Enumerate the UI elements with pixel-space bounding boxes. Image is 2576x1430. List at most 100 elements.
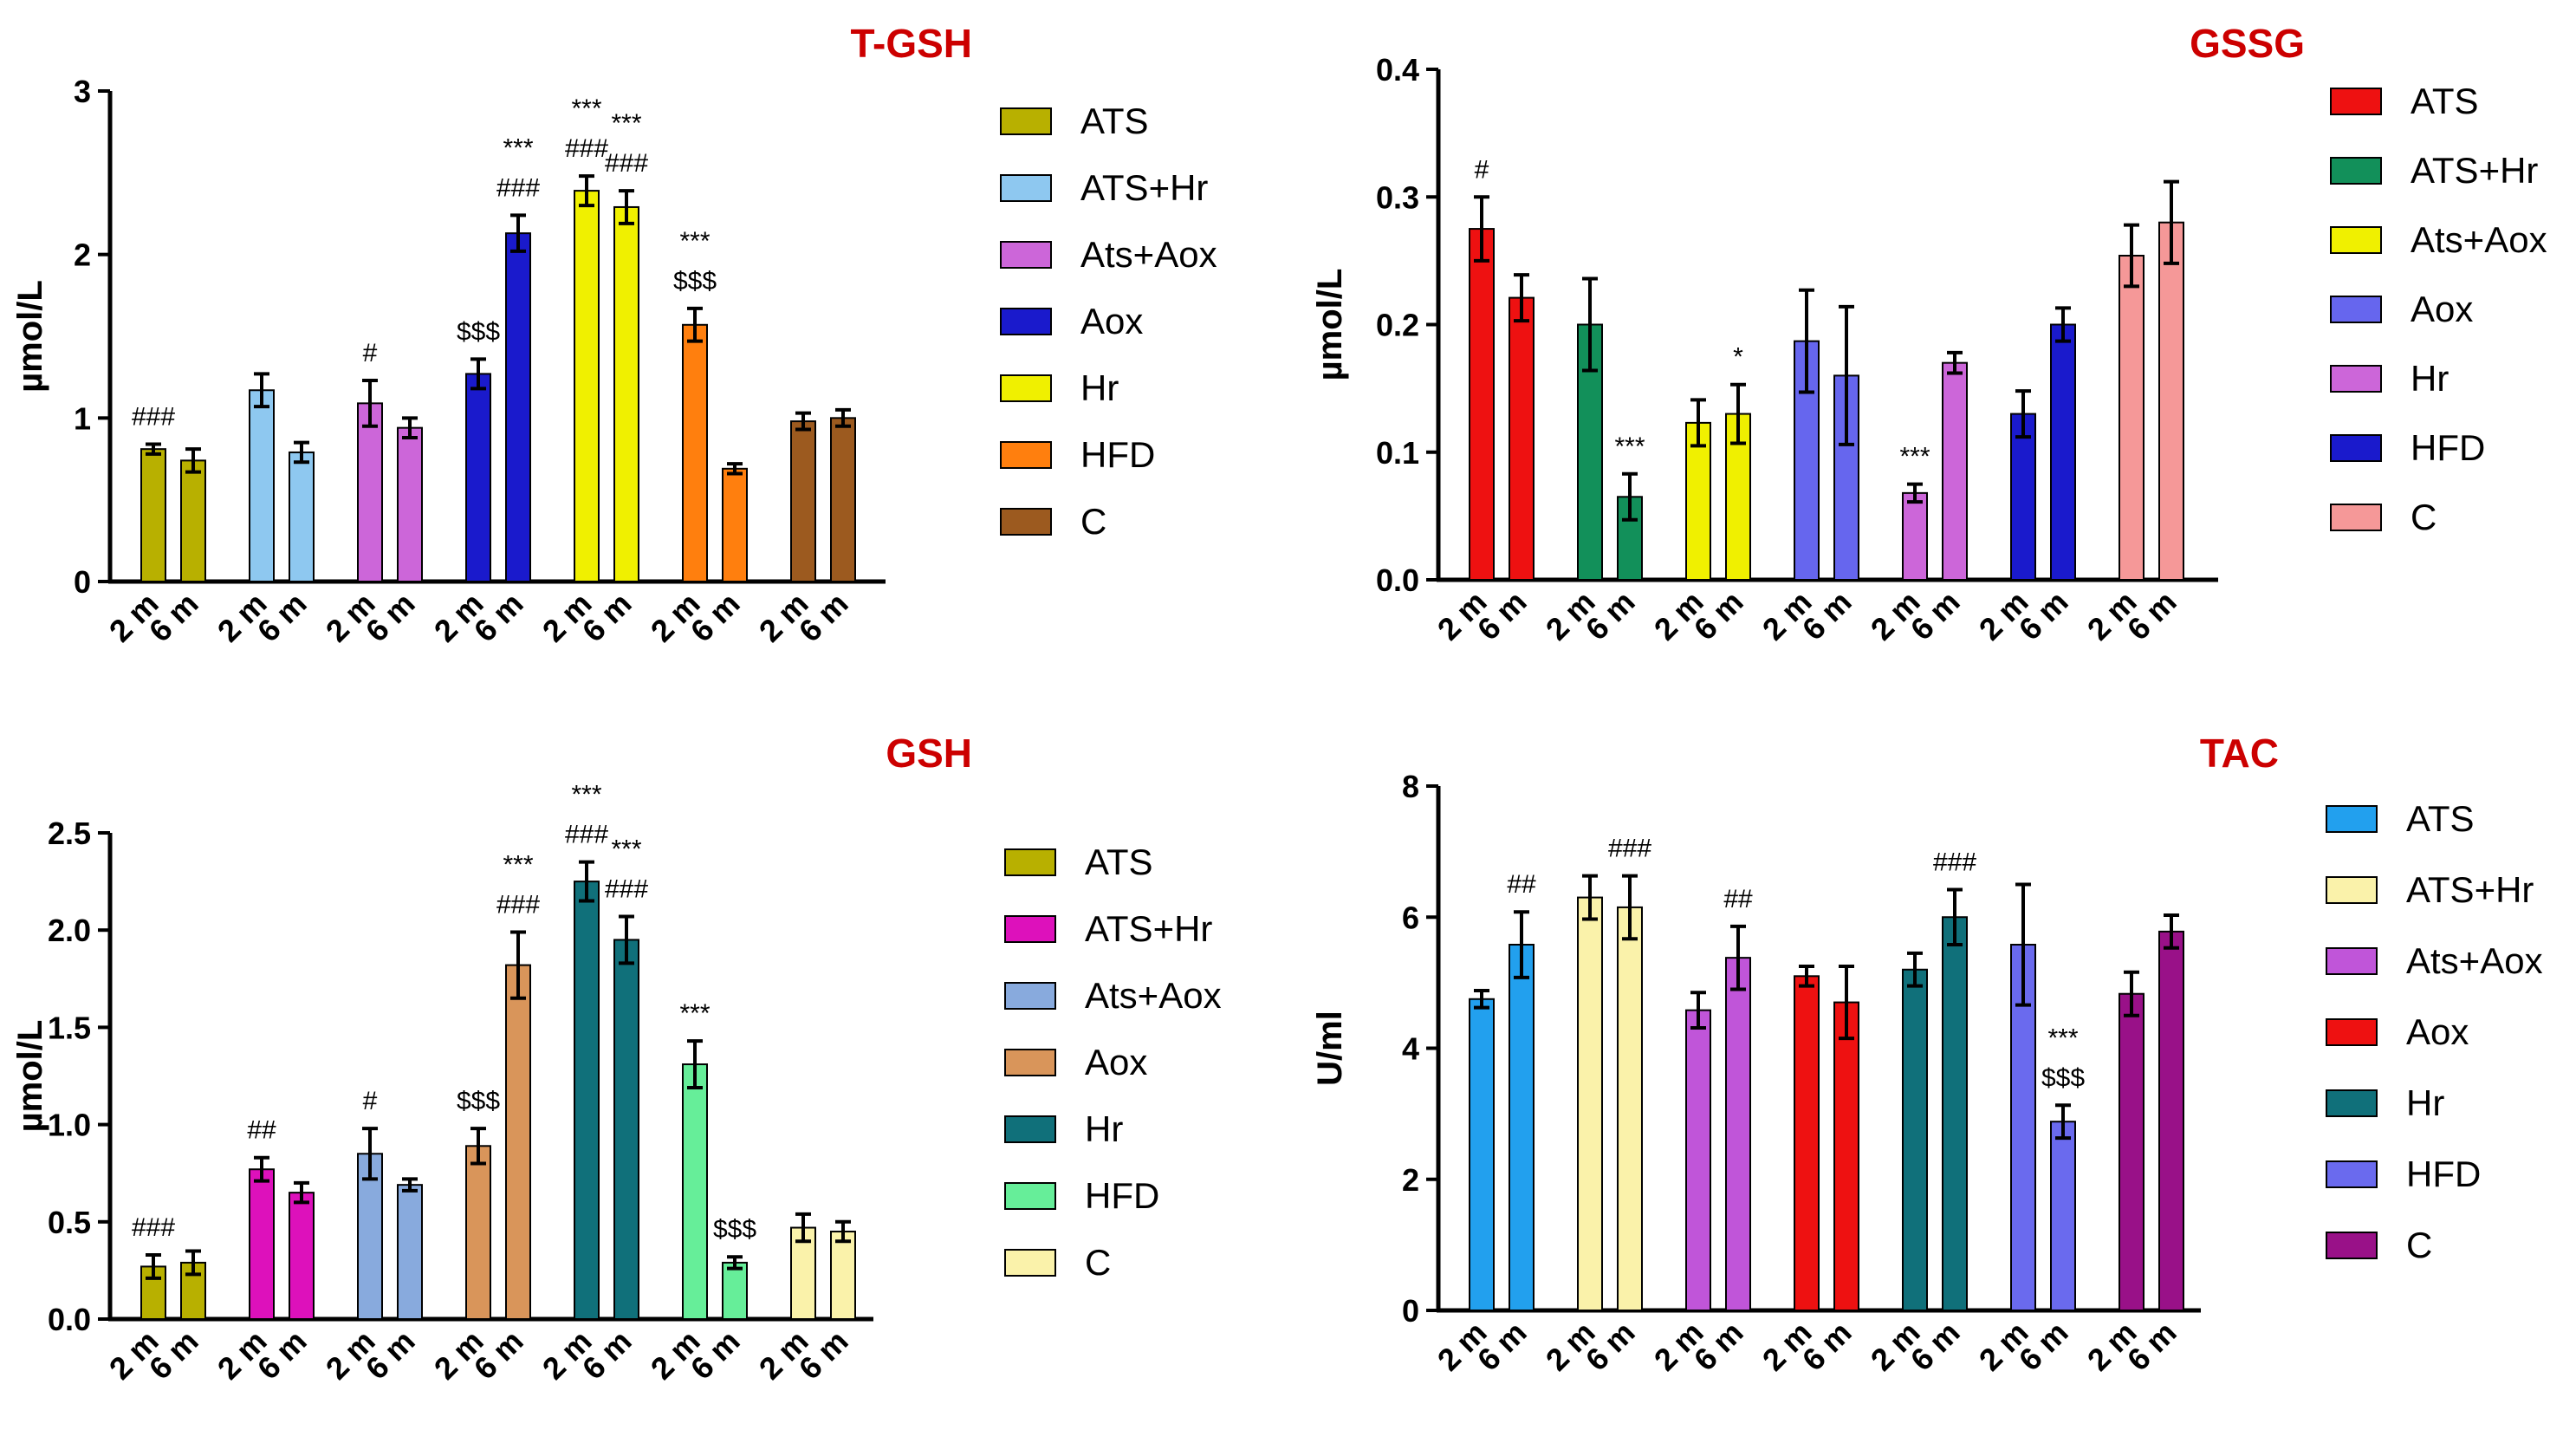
- bar: [613, 939, 639, 1321]
- x-tick-label: 6 m: [684, 586, 747, 649]
- bar: [2050, 323, 2076, 581]
- legend-label: C: [1085, 1242, 1111, 1283]
- bar: [2119, 992, 2145, 1311]
- legend-swatch: [2330, 88, 2382, 115]
- series-aox: $$$2 m###***6 m: [427, 850, 541, 1386]
- x-tick-label: 6 m: [142, 1323, 205, 1387]
- legend-item: C: [1000, 501, 1106, 542]
- x-tick-label: 6 m: [1470, 1315, 1534, 1378]
- legend-swatch: [2330, 296, 2382, 323]
- bar: [682, 323, 708, 582]
- x-tick-label: 6 m: [2120, 1315, 2183, 1378]
- legend-swatch: [1004, 1049, 1056, 1076]
- bar: [830, 1231, 856, 1321]
- bar: [1509, 296, 1535, 581]
- bar: [1942, 361, 1968, 581]
- series-ats-hr: 2 m###6 m: [1539, 835, 1652, 1378]
- y-tick-label: 2.0: [48, 913, 91, 948]
- y-tick-label: 4: [1402, 1031, 1419, 1067]
- significance-label: #: [363, 1087, 378, 1115]
- legend-label: Hr: [2411, 358, 2449, 399]
- significance-label: ***: [1614, 432, 1645, 461]
- y-tick-label: 6: [1402, 900, 1419, 935]
- significance-label: $$$: [457, 317, 500, 346]
- series-ats: ###2 m6 m: [102, 1213, 206, 1387]
- legend-label: C: [2411, 497, 2436, 537]
- legend-label: Hr: [2406, 1082, 2444, 1123]
- y-tick-label: 2: [74, 237, 91, 273]
- legend-item: HFD: [1000, 434, 1155, 475]
- legend-item: Hr: [1004, 1108, 1123, 1149]
- legend-label: C: [1080, 501, 1106, 542]
- x-tick-label: 6 m: [575, 1323, 639, 1387]
- series-aox: 2 m6 m: [1755, 964, 1859, 1378]
- significance-label: ###: [132, 403, 175, 432]
- chart-title: GSH: [886, 731, 972, 776]
- legend-swatch: [1004, 848, 1056, 876]
- x-tick-label: 6 m: [792, 1323, 855, 1387]
- y-tick-label: 0.4: [1376, 52, 1419, 88]
- bar: [505, 964, 531, 1321]
- legend-label: ATS: [1080, 101, 1149, 141]
- bar: [2119, 254, 2145, 581]
- legend-label: Ats+Aox: [2411, 219, 2547, 260]
- series-ats-hr: 2 m***6 m: [1539, 276, 1645, 647]
- significance-label: ***: [2047, 1024, 2078, 1052]
- bar: [790, 420, 816, 582]
- legend-label: Aox: [1080, 301, 1143, 341]
- y-tick-label: 2.5: [48, 816, 91, 851]
- y-tick-label: 1: [74, 400, 91, 436]
- chart-title: T-GSH: [850, 21, 972, 66]
- y-axis-label: µmol/L: [11, 280, 49, 393]
- legend-swatch: [2330, 226, 2382, 254]
- legend: ATS ATS+Hr Ats+Aox Aox Hr HFD C: [2326, 798, 2543, 1265]
- series-aox: 2 m6 m: [1755, 288, 1859, 647]
- series-aox: $$$2 m###***6 m: [427, 133, 541, 648]
- x-tick-label: 6 m: [2120, 584, 2183, 647]
- significance-label: $$$: [713, 1215, 756, 1244]
- legend-swatch: [2326, 876, 2378, 904]
- bar: [722, 1261, 748, 1320]
- bar: [574, 881, 600, 1320]
- bar: [2050, 1121, 2076, 1311]
- bar: [1617, 906, 1643, 1311]
- series-hr: 2 m###6 m: [1864, 848, 1977, 1377]
- bar: [289, 451, 315, 582]
- series-c: 2 m6 m: [752, 1212, 856, 1387]
- series-hr: ###***2 m###***6 m: [535, 94, 649, 648]
- legend-item: Aox: [2326, 1011, 2469, 1052]
- series-ats-aox: 2 m##6 m: [1647, 885, 1753, 1378]
- bar: [249, 389, 275, 583]
- significance-label: ***: [571, 781, 601, 809]
- y-tick-label: 0.3: [1376, 179, 1419, 215]
- legend-item: Ats+Aox: [2330, 219, 2547, 260]
- legend-item: C: [2326, 1225, 2432, 1265]
- legend-label: Ats+Aox: [1080, 234, 1217, 275]
- significance-label: ###: [605, 874, 648, 903]
- legend-item: ATS+Hr: [1004, 908, 1212, 949]
- legend-item: C: [1004, 1242, 1111, 1283]
- legend-label: ATS+Hr: [2406, 869, 2534, 910]
- legend-swatch: [1004, 1182, 1056, 1210]
- x-tick-label: 6 m: [142, 586, 205, 649]
- x-tick-label: 6 m: [1904, 584, 1967, 647]
- significance-label: ***: [679, 227, 710, 256]
- legend-label: Hr: [1085, 1108, 1123, 1149]
- x-tick-label: 6 m: [250, 586, 314, 649]
- legend-label: ATS+Hr: [1080, 167, 1208, 208]
- significance-label: ###: [605, 149, 648, 178]
- legend-label: ATS: [2411, 81, 2479, 121]
- legend-item: ATS: [2326, 798, 2475, 839]
- x-tick-label: 6 m: [1904, 1315, 1967, 1378]
- series-c: 2 m6 m: [2080, 913, 2184, 1378]
- legend-swatch: [1000, 374, 1052, 402]
- y-axis-label: U/ml: [1311, 1011, 1349, 1086]
- legend-label: Aox: [2411, 289, 2473, 329]
- x-tick-label: 6 m: [359, 1323, 422, 1387]
- bar: [180, 459, 206, 582]
- legend-swatch: [1004, 915, 1056, 943]
- legend-item: ATS+Hr: [1000, 167, 1208, 208]
- x-tick-label: 6 m: [792, 586, 855, 649]
- legend: ATS ATS+Hr Ats+Aox Aox Hr HFD C: [1000, 101, 1217, 542]
